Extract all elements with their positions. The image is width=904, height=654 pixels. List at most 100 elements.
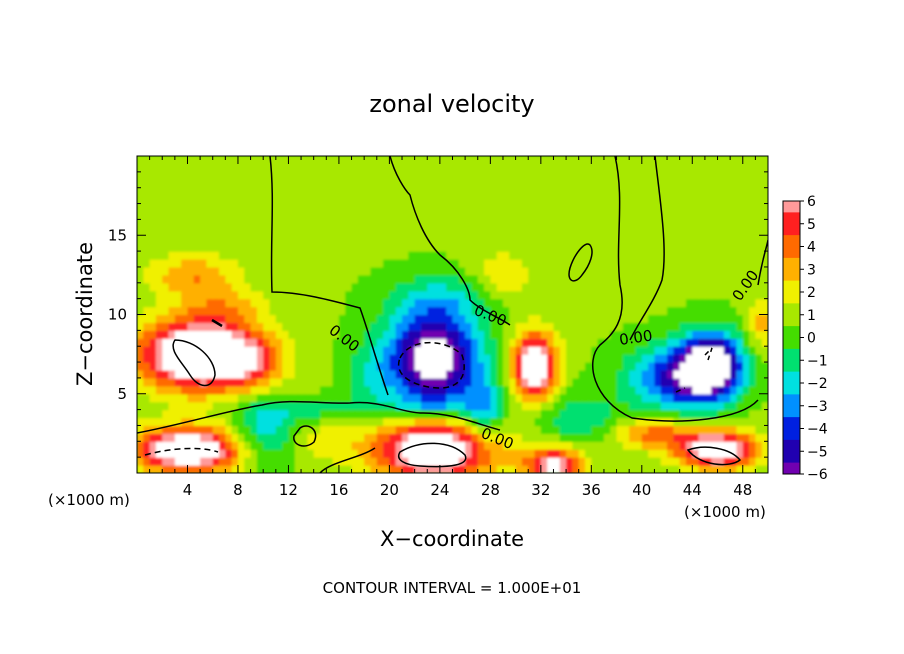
heatmap-cell	[263, 274, 271, 284]
heatmap-cell	[723, 322, 731, 331]
heatmap-cell	[723, 330, 731, 339]
heatmap-cell	[559, 274, 567, 284]
heatmap-cell	[244, 377, 252, 387]
heatmap-cell	[698, 465, 706, 473]
heatmap-cell	[288, 393, 296, 403]
heatmap-cell	[698, 203, 706, 213]
heatmap-cell	[288, 211, 296, 221]
heatmap-cell	[206, 401, 214, 411]
heatmap-cell	[414, 369, 422, 379]
heatmap-cell	[433, 251, 441, 260]
heatmap-cell	[553, 179, 561, 189]
heatmap-cell	[301, 187, 308, 197]
heatmap-cell	[692, 346, 700, 355]
heatmap-cell	[509, 171, 517, 181]
heatmap-cell	[433, 433, 441, 442]
heatmap-cell	[496, 330, 504, 339]
heatmap-cell	[597, 203, 605, 213]
heatmap-cell	[181, 156, 189, 165]
heatmap-cell	[723, 393, 731, 403]
heatmap-cell	[326, 203, 334, 213]
heatmap-cell	[219, 385, 226, 395]
heatmap-cell	[231, 346, 239, 355]
heatmap-cell	[370, 465, 378, 473]
heatmap-cell	[351, 409, 359, 419]
heatmap-cell	[193, 235, 201, 244]
heatmap-cell	[275, 362, 283, 371]
heatmap-cell	[402, 227, 409, 236]
heatmap-cell	[711, 290, 719, 300]
heatmap-cell	[591, 417, 599, 427]
heatmap-cell	[414, 377, 422, 387]
heatmap-cell	[446, 362, 454, 371]
heatmap-cell	[174, 290, 182, 300]
heatmap-cell	[484, 441, 491, 450]
heatmap-cell	[357, 369, 365, 379]
heatmap-cell	[591, 306, 599, 316]
heatmap-cell	[471, 354, 479, 363]
heatmap-cell	[446, 465, 454, 473]
heatmap-cell	[667, 314, 674, 324]
heatmap-cell	[685, 171, 693, 181]
heatmap-cell	[458, 259, 466, 268]
heatmap-cell	[692, 409, 700, 419]
heatmap-cell	[389, 274, 397, 284]
heatmap-cell	[685, 282, 693, 292]
heatmap-cell	[212, 377, 220, 387]
heatmap-cell	[591, 156, 599, 165]
heatmap-cell	[414, 219, 422, 228]
heatmap-cell	[313, 187, 321, 197]
heatmap-cell	[730, 195, 738, 205]
heatmap-cell	[256, 417, 264, 427]
heatmap-cell	[174, 449, 182, 458]
heatmap-cell	[332, 227, 340, 236]
heatmap-cell	[383, 354, 390, 363]
heatmap-cell	[465, 338, 473, 347]
heatmap-cell	[307, 203, 315, 213]
heatmap-cell	[761, 417, 768, 427]
heatmap-cell	[225, 449, 233, 458]
heatmap-cell	[572, 274, 580, 284]
heatmap-cell	[591, 457, 599, 466]
heatmap-cell	[641, 377, 649, 387]
heatmap-cell	[641, 187, 649, 197]
heatmap-cell	[250, 235, 258, 244]
heatmap-cell	[269, 156, 277, 165]
heatmap-cell	[389, 243, 397, 252]
heatmap-cell	[540, 195, 548, 205]
heatmap-cell	[704, 195, 712, 205]
heatmap-cell	[635, 322, 643, 331]
heatmap-cell	[174, 171, 182, 181]
heatmap-cell	[206, 195, 214, 205]
heatmap-cell	[471, 251, 479, 260]
heatmap-cell	[578, 266, 586, 276]
heatmap-cell	[301, 338, 308, 347]
heatmap-cell	[749, 417, 756, 427]
heatmap-cell	[237, 449, 245, 458]
heatmap-cell	[439, 377, 447, 387]
heatmap-cell	[515, 330, 523, 339]
heatmap-cell	[269, 179, 277, 189]
heatmap-cell	[137, 401, 144, 411]
heatmap-cell	[654, 417, 662, 427]
heatmap-cell	[654, 322, 662, 331]
heatmap-cell	[408, 156, 416, 165]
heatmap-cell	[364, 457, 372, 466]
heatmap-cell	[181, 449, 189, 458]
colorbar-swatch	[783, 371, 800, 384]
heatmap-cell	[679, 211, 687, 221]
heatmap-cell	[338, 369, 346, 379]
heatmap-cell	[212, 306, 220, 316]
heatmap-cell	[187, 274, 195, 284]
heatmap-cell	[585, 330, 592, 339]
x-tick-label: 40	[632, 481, 651, 499]
heatmap-cell	[572, 409, 580, 419]
heatmap-cell	[383, 195, 390, 205]
heatmap-cell	[723, 235, 731, 244]
heatmap-cell	[648, 314, 656, 324]
heatmap-cell	[402, 441, 409, 450]
heatmap-cell	[200, 393, 208, 403]
heatmap-cell	[376, 385, 384, 395]
heatmap-cell	[408, 457, 416, 466]
heatmap-cell	[509, 306, 517, 316]
